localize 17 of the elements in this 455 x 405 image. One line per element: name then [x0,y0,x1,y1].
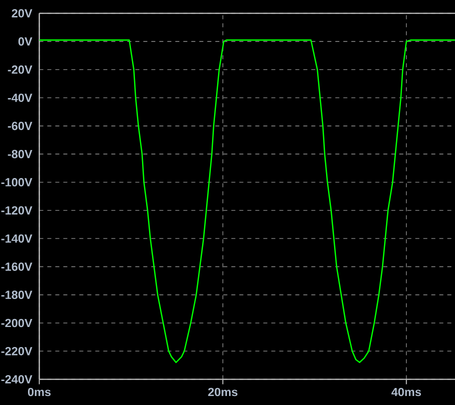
y-tick-label: -40V [8,94,32,102]
y-tick-label: -60V [8,122,32,130]
x-tick-label: 0ms [28,388,51,396]
y-tick-label: -160V [1,262,32,271]
y-tick-label: -140V [1,234,32,243]
y-tick-label: -220V [1,346,32,356]
y-tick-label: -20V [8,65,32,74]
y-tick-label: 0V [18,37,32,46]
x-tick-label: 20ms [208,388,238,396]
y-tick-label: -100V [1,178,32,186]
y-tick-label: -240V [1,375,32,384]
x-tick-label: 40ms [391,388,421,396]
y-tick-label: 20V [12,9,32,18]
y-tick-label: -80V [8,150,32,158]
y-tick-label: -180V [1,290,32,300]
y-tick-label: -200V [1,318,32,328]
y-tick-label: -120V [1,206,32,215]
